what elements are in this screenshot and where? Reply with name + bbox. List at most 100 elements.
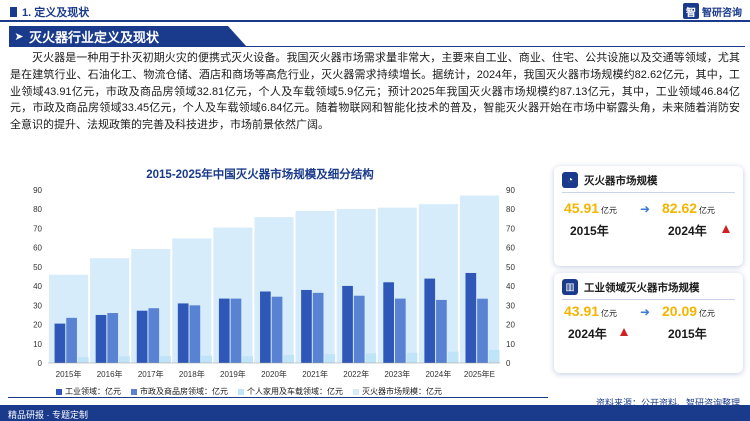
y-tick-label: 40 — [33, 282, 42, 291]
y-tick-label: 80 — [33, 205, 42, 214]
municipal-bar — [353, 295, 365, 363]
municipal-bar — [436, 299, 447, 363]
y2-tick-label: 90 — [506, 186, 515, 195]
legend-label: 灭火器市场规模：亿元 — [362, 387, 442, 396]
start-value-unit: 亿元 — [601, 206, 618, 215]
y2-tick-label: 0 — [506, 359, 511, 368]
x-tick-label: 2020年 — [261, 369, 287, 379]
x-tick-label: 2025年E — [464, 369, 495, 379]
personal-bar — [283, 354, 295, 363]
section-title: 1. 定义及现状 — [22, 6, 90, 19]
y2-tick-label: 30 — [506, 301, 515, 310]
legend-swatch — [238, 388, 244, 395]
end-value-unit: 亿元 — [699, 206, 716, 215]
logo-text: 智研咨询 — [702, 7, 742, 19]
legend-item: 个人家用及车载领域：亿元 — [238, 386, 343, 397]
legend-item: 工业领域：亿元 — [56, 386, 121, 397]
legend-label: 工业领域：亿元 — [65, 387, 121, 396]
y-tick-label: 20 — [33, 321, 42, 330]
industrial-bar — [218, 298, 230, 363]
municipal-bar — [477, 298, 488, 363]
industrial-bar — [424, 278, 436, 363]
end-value-unit: 亿元 — [699, 309, 716, 318]
chart-title: 2015-2025年中国灭火器市场规模及细分结构 — [146, 169, 374, 181]
card-divider — [562, 299, 735, 300]
top-divider — [0, 20, 750, 22]
footer-tagline: 精品研报 · 专题定制 — [8, 410, 88, 420]
personal-bar — [324, 354, 336, 363]
up-arrow-icon — [620, 328, 628, 336]
industrial-bar — [177, 303, 189, 363]
legend-swatch — [353, 388, 359, 395]
end-value-number: 20.09 — [662, 303, 698, 319]
start-value-number: 45.91 — [564, 200, 600, 216]
municipal-bar — [271, 296, 283, 363]
industrial-bar — [342, 285, 353, 363]
market-size-chart: 0 0 10 10 20 20 30 30 40 40 50 50 60 60 70 70 80 80 90 90 20… — [33, 186, 515, 379]
industrial-bar — [95, 314, 107, 363]
municipal-bar — [66, 317, 77, 363]
industrial-bar — [465, 272, 477, 363]
start-year: 2015年 — [570, 224, 609, 238]
page-title: 灭火器行业定义及现状 — [29, 30, 160, 45]
source-note: 资料来源：公开资料、智研咨询整理 — [595, 398, 740, 408]
legend-label: 个人家用及车载领域：亿元 — [247, 387, 343, 396]
x-tick-label: 2018年 — [179, 369, 205, 379]
industrial-bar — [260, 291, 271, 363]
start-value: 45.91 亿元 — [564, 200, 617, 216]
pie-chart-icon: ◔ — [562, 172, 578, 188]
municipal-bar — [189, 305, 201, 363]
section-marker-icon — [10, 6, 17, 17]
y-tick-label: 60 — [33, 244, 42, 253]
municipal-bar — [148, 308, 160, 363]
y-tick-label: 10 — [33, 340, 42, 349]
end-year: 2024年 — [668, 224, 707, 238]
y-tick-label: 0 — [38, 359, 43, 368]
x-tick-label: 2017年 — [138, 369, 164, 379]
end-value: 20.09 亿元 — [662, 303, 715, 319]
personal-bar — [447, 351, 459, 363]
personal-bar — [119, 356, 130, 363]
footer-divider — [8, 397, 548, 398]
start-year: 2024年 — [568, 327, 607, 341]
industrial-bar — [383, 282, 394, 363]
page-heading: ➤ 灭火器行业定义及现状 — [9, 26, 247, 47]
brand-logo: 智 智研咨询 — [683, 3, 742, 19]
start-value-number: 43.91 — [564, 303, 600, 319]
card-title: 工业领域灭火器市场规模 — [584, 281, 700, 294]
card-header: ▥ 工业领域灭火器市场规模 — [562, 279, 700, 295]
heading-underline — [9, 46, 745, 47]
y2-tick-label: 10 — [506, 340, 515, 349]
municipal-bar — [312, 292, 324, 363]
personal-bar — [242, 356, 253, 363]
industrial-bar — [301, 289, 312, 363]
end-value: 82.62 亿元 — [662, 200, 715, 216]
section-title-box: 1. 定义及现状 — [6, 4, 95, 19]
legend-item: 市政及商品房领域：亿元 — [131, 386, 228, 397]
arrow-right-icon: ➜ — [640, 202, 651, 216]
x-tick-label: 2024年 — [425, 369, 451, 379]
legend-item: 灭火器市场规模：亿元 — [353, 386, 442, 397]
y2-tick-label: 50 — [506, 263, 515, 272]
intro-paragraph: 灭火器是一种用于扑灭初期火灾的便携式灭火设备。我国灭火器市场需求量非常大，主要来… — [10, 52, 740, 132]
municipal-bar — [107, 313, 119, 363]
logo-icon: 智 — [683, 3, 699, 19]
top-bar: 1. 定义及现状 智 智研咨询 — [0, 0, 750, 22]
personal-bar — [201, 355, 212, 363]
legend-label: 市政及商品房领域：亿元 — [140, 387, 228, 396]
personal-bar — [160, 356, 171, 363]
x-tick-label: 2023年 — [384, 369, 410, 379]
industrial-bar — [54, 323, 66, 363]
y-tick-label: 30 — [33, 301, 42, 310]
industrial-market-card: ▥ 工业领域灭火器市场规模 43.91 亿元 ➜ 20.09 亿元 2024年 20… — [554, 273, 743, 373]
industrial-bar — [136, 310, 148, 363]
y2-tick-label: 70 — [506, 224, 515, 233]
y-tick-label: 90 — [33, 186, 42, 195]
footer-bar: 精品研报 · 专题定制 — [0, 405, 750, 421]
x-tick-label: 2019年 — [220, 369, 246, 379]
y2-tick-label: 80 — [506, 205, 515, 214]
personal-bar — [488, 349, 500, 363]
start-value: 43.91 亿元 — [564, 303, 617, 319]
x-tick-label: 2016年 — [97, 369, 123, 379]
end-year: 2015年 — [668, 327, 707, 341]
